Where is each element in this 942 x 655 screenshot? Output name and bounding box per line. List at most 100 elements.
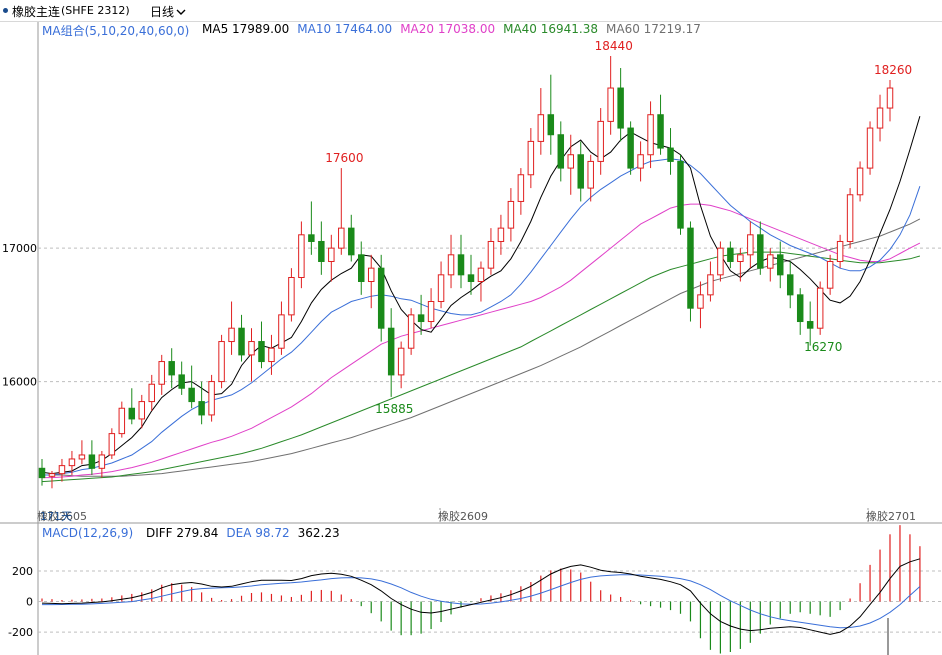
ma-legend-label[interactable]: MA组合(5,10,20,40,60,0)	[42, 24, 190, 38]
candle-body	[188, 387, 195, 403]
price-tick-label: 17000	[2, 242, 37, 255]
candle-body	[796, 294, 804, 323]
candle-body	[527, 140, 535, 176]
period-label: 日线	[150, 5, 175, 19]
days-count: 171天	[40, 510, 72, 523]
candle-body	[657, 114, 664, 149]
candle-body	[557, 134, 565, 169]
candle-body	[727, 247, 734, 262]
candle-body	[537, 114, 545, 142]
ma-legend: MA组合(5,10,20,40,60,0)	[42, 22, 189, 39]
candle-body	[607, 87, 614, 122]
ma-legend-value-2: MA20 17038.00	[400, 22, 496, 36]
price-annotation: 16270	[804, 340, 842, 354]
candle-body	[427, 301, 435, 323]
candle-body	[627, 127, 634, 169]
ma60-line	[42, 218, 921, 477]
symbol-dot-icon	[3, 8, 8, 13]
candle-body	[687, 227, 694, 309]
candle-body	[757, 234, 764, 269]
macd-legend-value-2: 362.23	[297, 526, 340, 540]
candle-body	[617, 87, 624, 129]
candle-body	[417, 314, 425, 323]
ma-legend-value-1: MA10 17464.00	[297, 22, 393, 36]
candle-body	[328, 247, 335, 262]
price-annotation: 15885	[375, 402, 413, 416]
candle-body	[198, 401, 205, 416]
candle-body	[348, 227, 355, 256]
candle-body	[118, 407, 126, 435]
candle-body	[68, 458, 76, 467]
candle-body	[487, 240, 495, 269]
period-selector[interactable]: 日线	[150, 3, 186, 20]
candle-body	[228, 327, 235, 343]
candle-body	[148, 383, 155, 403]
candle-body	[238, 327, 245, 356]
candle-body	[158, 361, 165, 385]
candle-body	[447, 254, 455, 276]
price-annotation: 18440	[595, 39, 633, 53]
candle-body	[866, 127, 874, 169]
macd-legend-label[interactable]: MACD(12,26,9)	[42, 526, 134, 540]
candle-body	[517, 174, 525, 202]
candle-body	[497, 227, 505, 242]
candle-body	[108, 433, 116, 456]
candle-body	[567, 154, 574, 169]
macd-tick-label: -200	[8, 626, 33, 639]
candle-body	[138, 401, 146, 420]
candle-body	[258, 341, 265, 363]
candle-body	[737, 254, 744, 262]
candle-body	[597, 120, 604, 162]
candle-body	[637, 154, 644, 169]
candle-body	[826, 260, 834, 289]
symbol-name[interactable]: 橡胶主连	[12, 5, 61, 19]
candle-body	[806, 321, 814, 329]
candle-body	[697, 294, 704, 309]
macd-tick-label: 200	[12, 565, 33, 578]
ma10-line	[42, 158, 921, 476]
ma-legend-value-4: MA60 17219.17	[606, 22, 701, 36]
candle-body	[218, 341, 225, 383]
candle-body	[876, 107, 884, 129]
candle-body	[268, 347, 275, 363]
candle-body	[98, 454, 106, 469]
candle-body	[318, 240, 325, 262]
symbol-code: (SHFE 2312)	[61, 4, 130, 17]
ma-legend-value-3: MA40 16941.38	[503, 22, 598, 36]
candle-body	[387, 327, 395, 376]
candle-body	[786, 274, 794, 296]
macd-legend-value-1: DEA 98.72	[226, 526, 290, 540]
chevron-down-icon	[176, 9, 186, 15]
candle-body	[168, 361, 175, 376]
contract-label: 橡胶2609	[438, 509, 488, 523]
candle-body	[856, 167, 864, 196]
candle-body	[308, 234, 315, 242]
candle-body	[128, 407, 136, 420]
price-tick-label: 16000	[2, 376, 37, 389]
candle-body	[846, 194, 854, 242]
candle-body	[377, 267, 385, 329]
candle-body	[467, 274, 475, 283]
macd-legend: MACD(12,26,9)	[42, 526, 133, 540]
candle-body	[288, 277, 295, 316]
ma40-line	[41, 251, 921, 483]
candle-body	[577, 154, 584, 189]
ma-legend-values: MA5 17989.00 MA10 17464.00 MA20 17038.00 MA…	[202, 22, 709, 36]
candle-body	[587, 160, 594, 189]
candle-body	[547, 114, 555, 136]
contract-label: 橡胶2701	[866, 509, 916, 523]
candle-body	[767, 254, 774, 269]
candle-body	[717, 247, 724, 276]
candle-body	[78, 454, 86, 460]
candle-body	[836, 240, 844, 262]
macd-tick-label: 0	[26, 596, 33, 609]
candle-body	[777, 254, 784, 276]
candle-body	[178, 374, 185, 389]
candle-body	[507, 200, 515, 229]
candle-body	[38, 467, 46, 479]
price-annotation: 17600	[325, 151, 363, 165]
candle-body	[647, 114, 654, 156]
candle-body	[437, 274, 445, 303]
ma-legend-value-0: MA5 17989.00	[202, 22, 290, 36]
